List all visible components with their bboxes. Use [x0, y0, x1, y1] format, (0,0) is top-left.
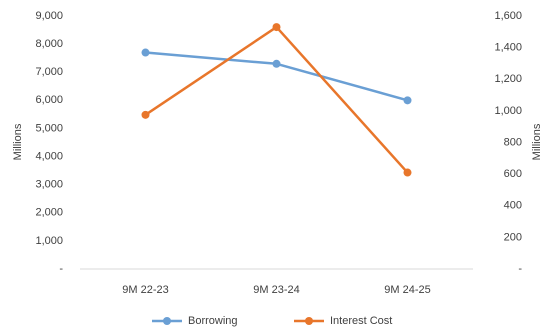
series-point-0: [272, 59, 281, 68]
series-point-1: [403, 168, 412, 177]
series-point-0: [403, 96, 412, 105]
x-tick-label: 9M 24-25: [384, 284, 430, 296]
right-axis-title: Millions: [531, 123, 543, 160]
series-point-0: [141, 48, 150, 57]
legend-swatch-marker: [305, 317, 313, 325]
right-tick-label: 1,600: [494, 10, 522, 22]
legend-swatch-marker: [163, 317, 171, 325]
left-tick-label: 4,000: [35, 150, 63, 162]
x-tick-label: 9M 22-23: [122, 284, 168, 296]
left-tick-label: 8,000: [35, 38, 63, 50]
x-axis-ticks: 9M 22-23 9M 23-24 9M 24-25: [122, 284, 430, 296]
left-tick-label: 2,000: [35, 207, 63, 219]
right-axis-label: Millions: [531, 123, 543, 160]
left-axis-label: Millions: [12, 123, 24, 160]
left-axis-ticks: - 1,000 2,000 3,000 4,000 5,000 6,000 7,000 8,00…: [35, 10, 63, 275]
left-tick-label: 3,000: [35, 179, 63, 191]
legend-label: Borrowing: [188, 315, 238, 327]
series-line-0: [144, 51, 409, 102]
left-axis-title: Millions: [12, 123, 24, 160]
left-tick-label: 5,000: [35, 122, 63, 134]
series-points: [141, 23, 412, 177]
left-tick-label: 9,000: [35, 10, 63, 22]
left-tick-label: 6,000: [35, 94, 63, 106]
right-tick-label: 400: [504, 200, 522, 212]
right-tick-label: 800: [504, 136, 522, 148]
right-tick-label: 1,200: [494, 73, 522, 85]
series-point-1: [141, 110, 150, 119]
series-line-1: [144, 25, 409, 174]
series-lines: [144, 25, 409, 174]
x-tick-label: 9M 23-24: [253, 284, 299, 296]
left-tick-label: 1,000: [35, 235, 63, 247]
right-axis-ticks: - 200 400 600 800 1,000 1,200 1,400 1,600: [494, 10, 522, 275]
left-tick-label: 7,000: [35, 66, 63, 78]
legend-label: Interest Cost: [330, 315, 392, 327]
left-tick-label: -: [59, 263, 63, 275]
legend: Borrowing Interest Cost: [152, 315, 392, 327]
right-tick-label: 600: [504, 168, 522, 180]
right-tick-label: 1,400: [494, 42, 522, 54]
right-tick-label: 1,000: [494, 105, 522, 117]
right-tick-label: -: [518, 263, 522, 275]
series-point-1: [272, 23, 281, 32]
right-tick-label: 200: [504, 231, 522, 243]
